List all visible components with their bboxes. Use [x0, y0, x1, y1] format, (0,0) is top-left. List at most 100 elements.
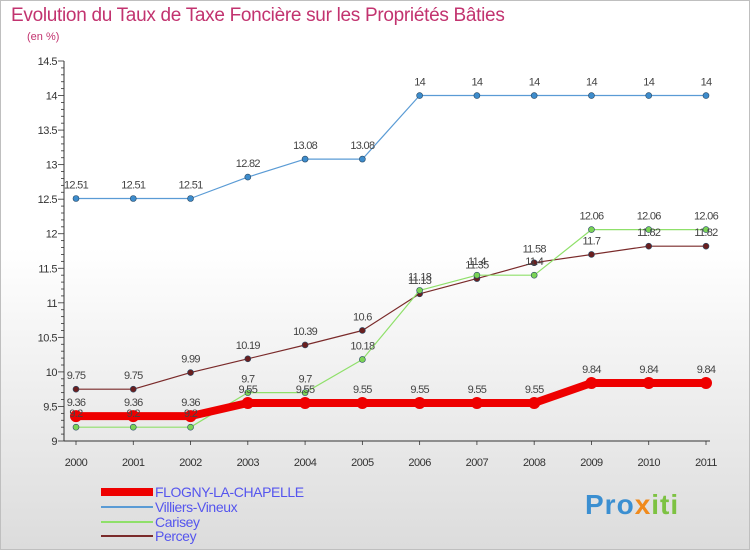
- x-tick-label: 2001: [122, 457, 145, 469]
- data-point-villiers-vineux: [129, 195, 137, 202]
- data-label-flogny-la-chapelle: 9.55: [353, 384, 372, 396]
- data-point-percey: [530, 259, 538, 267]
- data-label-flogny-la-chapelle: 9.36: [67, 397, 86, 409]
- data-point-percey: [301, 341, 309, 349]
- data-label-percey: 10.6: [353, 311, 372, 323]
- x-tick-label: 2002: [179, 457, 202, 469]
- y-tick-label: 14.5: [38, 56, 58, 68]
- data-label-villiers-vineux: 14: [414, 77, 425, 89]
- data-point-carisey: [588, 226, 595, 233]
- data-label-carisey: 10.18: [350, 340, 375, 352]
- data-label-carisey: 12.06: [694, 211, 719, 223]
- data-label-percey: 11.82: [637, 227, 661, 239]
- data-point-flogny-la-chapelle: [70, 410, 82, 423]
- data-label-flogny-la-chapelle: 9.84: [582, 364, 601, 376]
- data-label-villiers-vineux: 13.08: [350, 140, 375, 152]
- data-label-carisey: 9.7: [241, 374, 255, 386]
- data-label-flogny-la-chapelle: 9.55: [239, 384, 258, 396]
- data-point-percey: [645, 242, 653, 250]
- data-label-carisey: 11.18: [408, 271, 432, 283]
- data-point-villiers-vineux: [72, 195, 80, 202]
- data-label-villiers-vineux: 12.51: [64, 179, 89, 191]
- data-point-villiers-vineux: [473, 92, 481, 99]
- data-point-flogny-la-chapelle: [700, 376, 712, 389]
- data-label-percey: 9.99: [181, 354, 200, 366]
- data-label-percey: 11.35: [465, 260, 489, 272]
- data-label-villiers-vineux: 14: [701, 77, 712, 89]
- data-point-percey: [702, 242, 710, 250]
- data-label-carisey: 9.2: [127, 408, 141, 420]
- data-label-carisey: 12.06: [579, 211, 604, 223]
- x-tick-label: 2003: [237, 457, 260, 469]
- data-point-carisey: [530, 271, 538, 279]
- legend-swatch: [101, 520, 153, 523]
- data-label-flogny-la-chapelle: 9.84: [697, 364, 716, 376]
- data-point-villiers-vineux: [702, 92, 710, 99]
- data-label-villiers-vineux: 14: [471, 77, 482, 89]
- data-point-flogny-la-chapelle: [184, 410, 197, 423]
- data-point-flogny-la-chapelle: [642, 376, 655, 389]
- data-point-villiers-vineux: [244, 173, 252, 181]
- data-point-flogny-la-chapelle: [241, 397, 254, 409]
- data-label-flogny-la-chapelle: 9.55: [468, 384, 487, 396]
- y-tick-label: 9: [51, 436, 57, 448]
- data-point-carisey: [72, 423, 80, 431]
- data-point-carisey: [244, 389, 252, 396]
- y-tick-label: 11: [47, 298, 58, 310]
- data-point-carisey: [473, 271, 481, 279]
- data-label-percey: 10.19: [236, 340, 261, 352]
- data-point-villiers-vineux: [645, 92, 653, 99]
- data-label-percey: 11.58: [523, 244, 547, 256]
- proxiti-logo: Proxiti: [585, 489, 680, 520]
- series-line-percey: [76, 245, 706, 390]
- data-point-villiers-vineux: [530, 92, 538, 99]
- legend-item: Villiers-Vineux: [101, 499, 304, 516]
- data-label-villiers-vineux: 14: [586, 77, 597, 89]
- y-tick-label: 9.5: [43, 401, 57, 413]
- y-tick-label: 14: [46, 91, 58, 103]
- y-tick-label: 10: [46, 367, 58, 379]
- data-point-flogny-la-chapelle: [585, 376, 598, 389]
- x-tick-label: 2005: [351, 457, 374, 469]
- legend-swatch: [101, 535, 153, 538]
- x-tick-label: 2000: [65, 457, 88, 469]
- y-tick-label: 11.5: [38, 263, 57, 275]
- legend-item: Carisey: [101, 514, 304, 530]
- x-tick-label: 2010: [637, 457, 660, 469]
- y-tick-label: 12: [46, 229, 58, 241]
- series-line-villiers-vineux: [76, 94, 706, 200]
- data-point-villiers-vineux: [588, 92, 595, 99]
- data-label-villiers-vineux: 14: [529, 77, 540, 89]
- data-label-carisey: 9.2: [69, 408, 83, 420]
- data-point-flogny-la-chapelle: [127, 410, 140, 423]
- data-label-villiers-vineux: 12.51: [179, 179, 204, 191]
- data-label-carisey: 11.4: [468, 256, 486, 268]
- data-point-carisey: [645, 226, 653, 233]
- data-point-percey: [244, 355, 252, 363]
- legend-swatch: [101, 506, 153, 509]
- legend-label: FLOGNY-LA-CHAPELLE: [155, 484, 304, 501]
- data-point-carisey: [129, 423, 137, 431]
- chart-subtitle: (en %): [27, 31, 60, 43]
- data-label-flogny-la-chapelle: 9.55: [410, 384, 429, 396]
- x-tick-label: 2009: [580, 457, 603, 469]
- data-label-percey: 9.75: [124, 370, 143, 382]
- data-point-carisey: [187, 423, 194, 431]
- data-point-flogny-la-chapelle: [356, 397, 369, 409]
- x-tick-label: 2008: [523, 457, 546, 469]
- legend-item: FLOGNY-LA-CHAPELLE: [101, 484, 304, 501]
- data-label-flogny-la-chapelle: 9.36: [181, 397, 200, 409]
- legend-label: Villiers-Vineux: [155, 499, 238, 516]
- data-label-flogny-la-chapelle: 9.84: [639, 364, 658, 376]
- data-point-villiers-vineux: [416, 92, 423, 99]
- data-point-flogny-la-chapelle: [299, 397, 312, 409]
- data-point-flogny-la-chapelle: [470, 397, 483, 409]
- data-point-percey: [187, 369, 194, 376]
- data-point-flogny-la-chapelle: [413, 397, 426, 409]
- data-label-carisey: 12.06: [637, 211, 662, 223]
- data-point-percey: [359, 327, 366, 334]
- x-tick-label: 2004: [294, 457, 317, 469]
- data-label-carisey: 11.4: [525, 256, 543, 268]
